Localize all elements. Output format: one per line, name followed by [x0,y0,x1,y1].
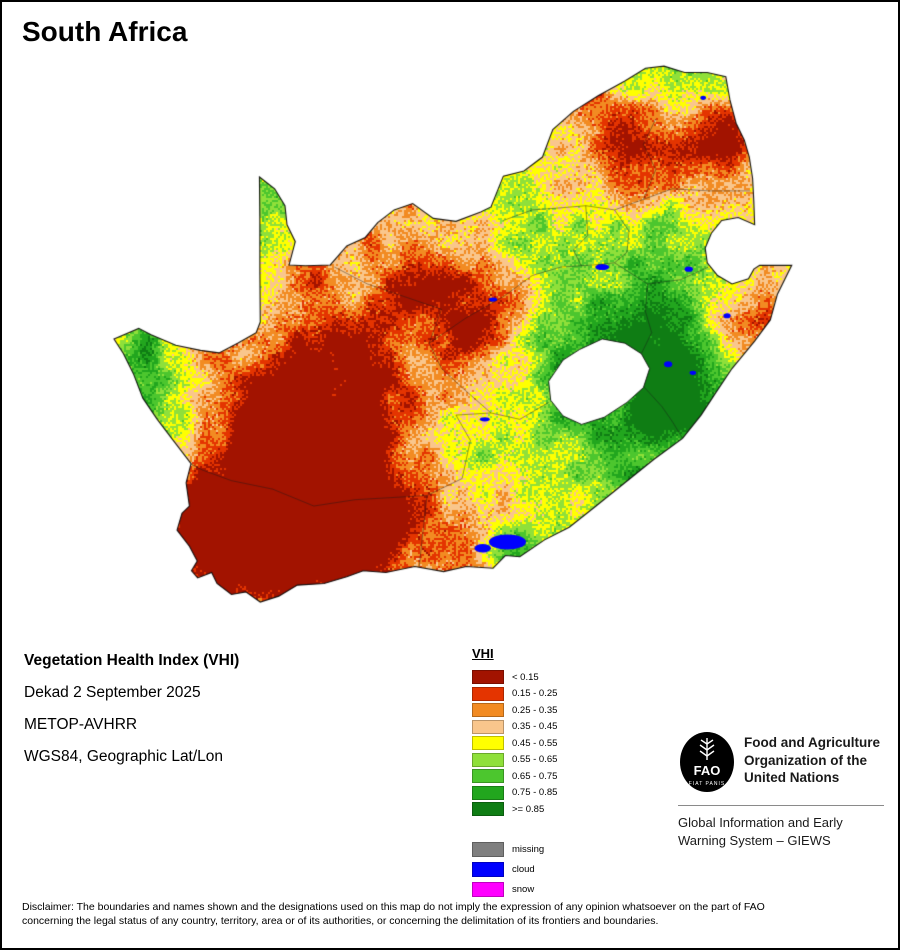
legend-swatch [472,769,504,784]
fao-logo-motto: FIAT PANIS [689,781,725,787]
legend-label: 0.55 - 0.65 [512,754,558,766]
legend-label: 0.75 - 0.85 [512,787,558,799]
giews-name: Global Information and Early Warning Sys… [678,814,843,850]
legend-row: 0.15 - 0.25 [472,686,622,703]
legend-label: 0.15 - 0.25 [512,688,558,700]
legend-swatch [472,752,504,767]
legend-label: 0.35 - 0.45 [512,721,558,733]
legend: VHI < 0.15 0.15 - 0.25 0.25 - 0.35 0.35 … [472,646,622,900]
legend-swatch [472,862,504,877]
sensor-label: METOP-AVHRR [24,716,138,733]
fao-name-line: Organization of the [744,752,867,768]
legend-label: 0.65 - 0.75 [512,770,558,782]
legend-swatch [472,882,504,897]
legend-extra-rows: missing cloud snow [472,840,622,900]
legend-row: 0.75 - 0.85 [472,785,622,802]
legend-swatch [472,703,504,718]
legend-label: cloud [512,864,535,875]
legend-label: missing [512,844,545,855]
fao-logo-text: FAO [694,763,721,778]
legend-label: 0.45 - 0.55 [512,737,558,749]
legend-swatch [472,842,504,857]
legend-row: missing [472,840,622,860]
legend-label: 0.25 - 0.35 [512,704,558,716]
legend-swatch [472,719,504,734]
legend-row: 0.45 - 0.55 [472,735,622,752]
disclaimer-text: Disclaimer: The boundaries and names sho… [22,900,765,928]
disclaimer-line: Disclaimer: The boundaries and names sho… [22,901,765,913]
fao-name-line: Food and Agriculture [744,735,880,750]
legend-swatch [472,736,504,751]
footer-divider [678,805,884,806]
legend-row: 0.65 - 0.75 [472,768,622,785]
legend-class-rows: < 0.15 0.15 - 0.25 0.25 - 0.35 0.35 - 0.… [472,669,622,818]
legend-label: snow [512,884,535,895]
legend-row: 0.25 - 0.35 [472,702,622,719]
legend-swatch [472,785,504,800]
fao-name: Food and Agriculture Organization of the… [744,734,880,787]
legend-swatch [472,802,504,817]
product-title: Vegetation Health Index (VHI) [24,652,240,669]
legend-row: cloud [472,860,622,880]
dekad-label: Dekad 2 September 2025 [24,684,201,701]
legend-label: < 0.15 [512,671,539,683]
fao-logo-icon: FAO FIAT PANIS [680,732,734,792]
legend-row: >= 0.85 [472,801,622,818]
south-africa-vhi-map [102,52,812,622]
fao-name-line: United Nations [744,770,840,785]
legend-title: VHI [472,646,494,661]
disclaimer-line: concerning the legal status of any count… [22,915,659,927]
legend-row: snow [472,880,622,900]
giews-line: Warning System – GIEWS [678,833,831,848]
legend-row: 0.55 - 0.65 [472,752,622,769]
legend-swatch [472,686,504,701]
page-title: South Africa [22,16,188,47]
legend-label: >= 0.85 [512,803,545,815]
legend-swatch [472,670,504,685]
legend-row: < 0.15 [472,669,622,686]
giews-line: Global Information and Early [678,815,843,830]
fao-logo: FAO FIAT PANIS [678,730,736,799]
projection-label: WGS84, Geographic Lat/Lon [24,748,224,765]
legend-row: 0.35 - 0.45 [472,719,622,736]
